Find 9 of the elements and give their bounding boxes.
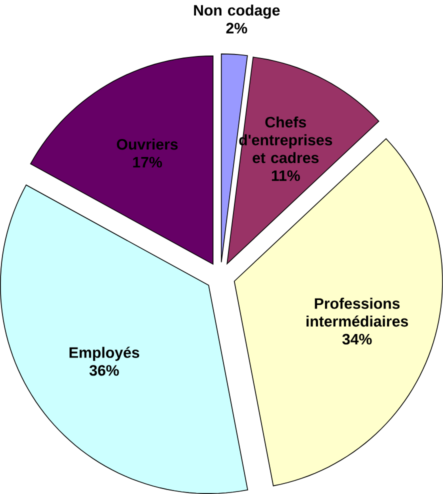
slice-label: Non codage	[194, 4, 280, 19]
slice-label: Ouvriers	[116, 138, 178, 150]
data-label: 36%	[89, 365, 119, 376]
data-label: 34%	[342, 334, 372, 345]
slice-label: Employés	[70, 346, 140, 361]
data-label: 17%	[133, 156, 162, 168]
data-label: 11%	[272, 170, 300, 181]
slice-label: Professions intermédiaires	[306, 298, 408, 327]
data-label: 2%	[226, 22, 248, 34]
